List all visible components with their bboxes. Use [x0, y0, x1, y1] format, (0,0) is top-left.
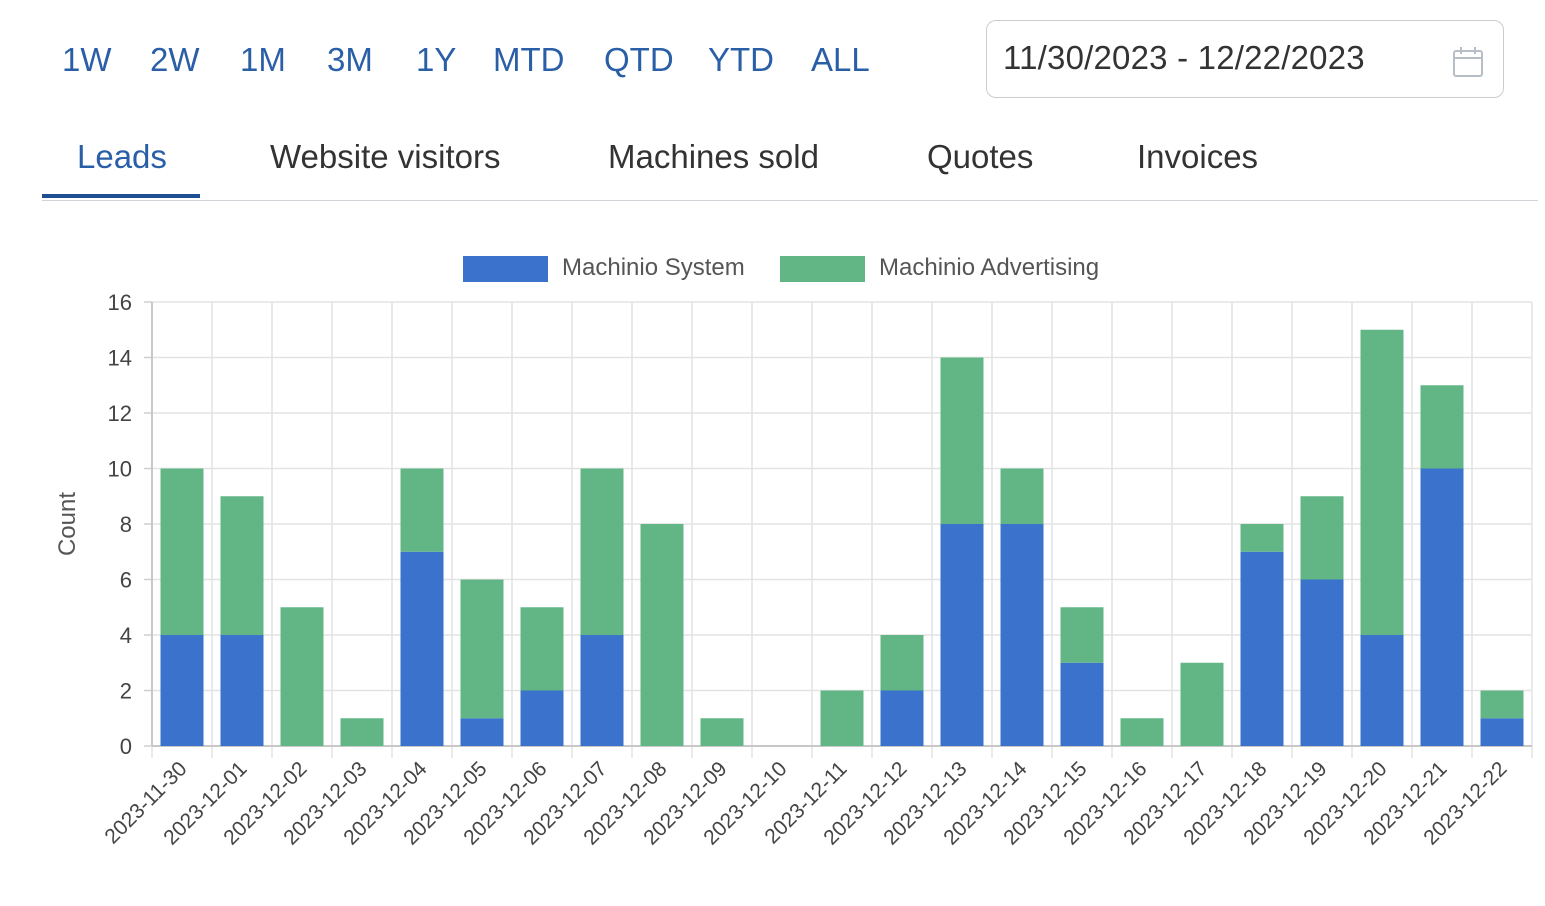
bar-system-2023-11-30 — [160, 635, 204, 746]
bar-system-2023-12-07 — [580, 635, 624, 746]
bar-advertising-2023-12-04 — [400, 468, 444, 552]
bar-system-2023-12-05 — [460, 718, 504, 746]
legend-swatch-advertising — [780, 256, 865, 282]
bar-system-2023-12-21 — [1420, 468, 1464, 746]
range-button-mtd[interactable]: MTD — [493, 38, 564, 82]
legend-label-advertising: Machinio Advertising — [879, 254, 1100, 281]
bar-system-2023-12-12 — [880, 690, 924, 746]
bar-advertising-2023-11-30 — [160, 468, 204, 635]
active-tab-indicator — [42, 194, 200, 198]
y-tick-label: 16 — [108, 290, 132, 315]
bar-advertising-2023-12-11 — [820, 690, 864, 746]
bar-system-2023-12-04 — [400, 551, 444, 746]
bar-advertising-2023-12-12 — [880, 635, 924, 691]
tab-website-visitors[interactable]: Website visitors — [270, 138, 501, 175]
bar-advertising-2023-12-18 — [1240, 524, 1284, 552]
legend-label-system: Machinio System — [562, 254, 745, 281]
bar-system-2023-12-20 — [1360, 635, 1404, 746]
bar-system-2023-12-19 — [1300, 579, 1344, 746]
metric-tabs: Leads Website visitors Machines sold Quo… — [42, 120, 1538, 201]
bar-advertising-2023-12-09 — [700, 718, 744, 746]
y-tick-label: 6 — [120, 568, 132, 593]
bar-advertising-2023-12-14 — [1000, 468, 1044, 524]
calendar-icon[interactable] — [1451, 45, 1485, 79]
y-tick-label: 12 — [108, 401, 132, 426]
legend-item-advertising[interactable]: Machinio Advertising — [780, 252, 1125, 286]
bar-advertising-2023-12-16 — [1120, 718, 1164, 746]
bar-advertising-2023-12-22 — [1480, 690, 1524, 719]
range-selector: 1W 2W 1M 3M 1Y MTD QTD YTD ALL — [0, 0, 960, 120]
bar-advertising-2023-12-06 — [520, 607, 564, 691]
tab-leads[interactable]: Leads — [77, 138, 167, 175]
bar-system-2023-12-06 — [520, 690, 564, 746]
bar-advertising-2023-12-21 — [1420, 385, 1464, 469]
bar-advertising-2023-12-02 — [280, 607, 324, 746]
bar-system-2023-12-14 — [1000, 524, 1044, 746]
bar-advertising-2023-12-08 — [640, 524, 684, 746]
tab-quotes[interactable]: Quotes — [927, 138, 1034, 175]
bar-advertising-2023-12-19 — [1300, 496, 1344, 580]
legend-swatch-system — [463, 256, 548, 282]
range-button-qtd[interactable]: QTD — [604, 38, 674, 82]
bar-system-2023-12-15 — [1060, 662, 1104, 746]
bar-advertising-2023-12-01 — [220, 496, 264, 635]
bar-advertising-2023-12-03 — [340, 718, 384, 746]
range-button-1y[interactable]: 1Y — [416, 38, 456, 82]
bar-advertising-2023-12-07 — [580, 468, 624, 635]
bar-advertising-2023-12-20 — [1360, 329, 1404, 635]
y-tick-label: 8 — [120, 512, 132, 537]
range-button-all[interactable]: ALL — [811, 38, 870, 82]
y-tick-label: 10 — [108, 457, 132, 482]
range-button-1m[interactable]: 1M — [240, 38, 286, 82]
y-tick-label: 2 — [120, 679, 132, 704]
bar-advertising-2023-12-05 — [460, 579, 504, 719]
tab-machines-sold[interactable]: Machines sold — [608, 138, 819, 175]
y-axis-title: Count — [54, 492, 81, 556]
y-tick-label: 0 — [120, 734, 132, 759]
range-button-1w[interactable]: 1W — [62, 38, 112, 82]
legend-item-system[interactable]: Machinio System — [463, 252, 763, 286]
bar-advertising-2023-12-13 — [940, 357, 984, 524]
date-range-value: 11/30/2023 - 12/22/2023 — [1003, 39, 1365, 76]
tab-invoices[interactable]: Invoices — [1137, 138, 1259, 175]
bar-system-2023-12-18 — [1240, 551, 1284, 746]
bar-system-2023-12-01 — [220, 635, 264, 746]
bar-system-2023-12-22 — [1480, 718, 1524, 746]
range-button-3m[interactable]: 3M — [327, 38, 373, 82]
range-button-ytd[interactable]: YTD — [708, 38, 774, 82]
bar-advertising-2023-12-15 — [1060, 607, 1104, 663]
y-tick-label: 4 — [120, 623, 132, 648]
date-range-picker[interactable]: 11/30/2023 - 12/22/2023 — [986, 20, 1504, 98]
range-button-2w[interactable]: 2W — [150, 38, 200, 82]
bar-system-2023-12-13 — [940, 524, 984, 746]
bar-advertising-2023-12-17 — [1180, 662, 1224, 746]
y-tick-label: 14 — [108, 346, 132, 371]
